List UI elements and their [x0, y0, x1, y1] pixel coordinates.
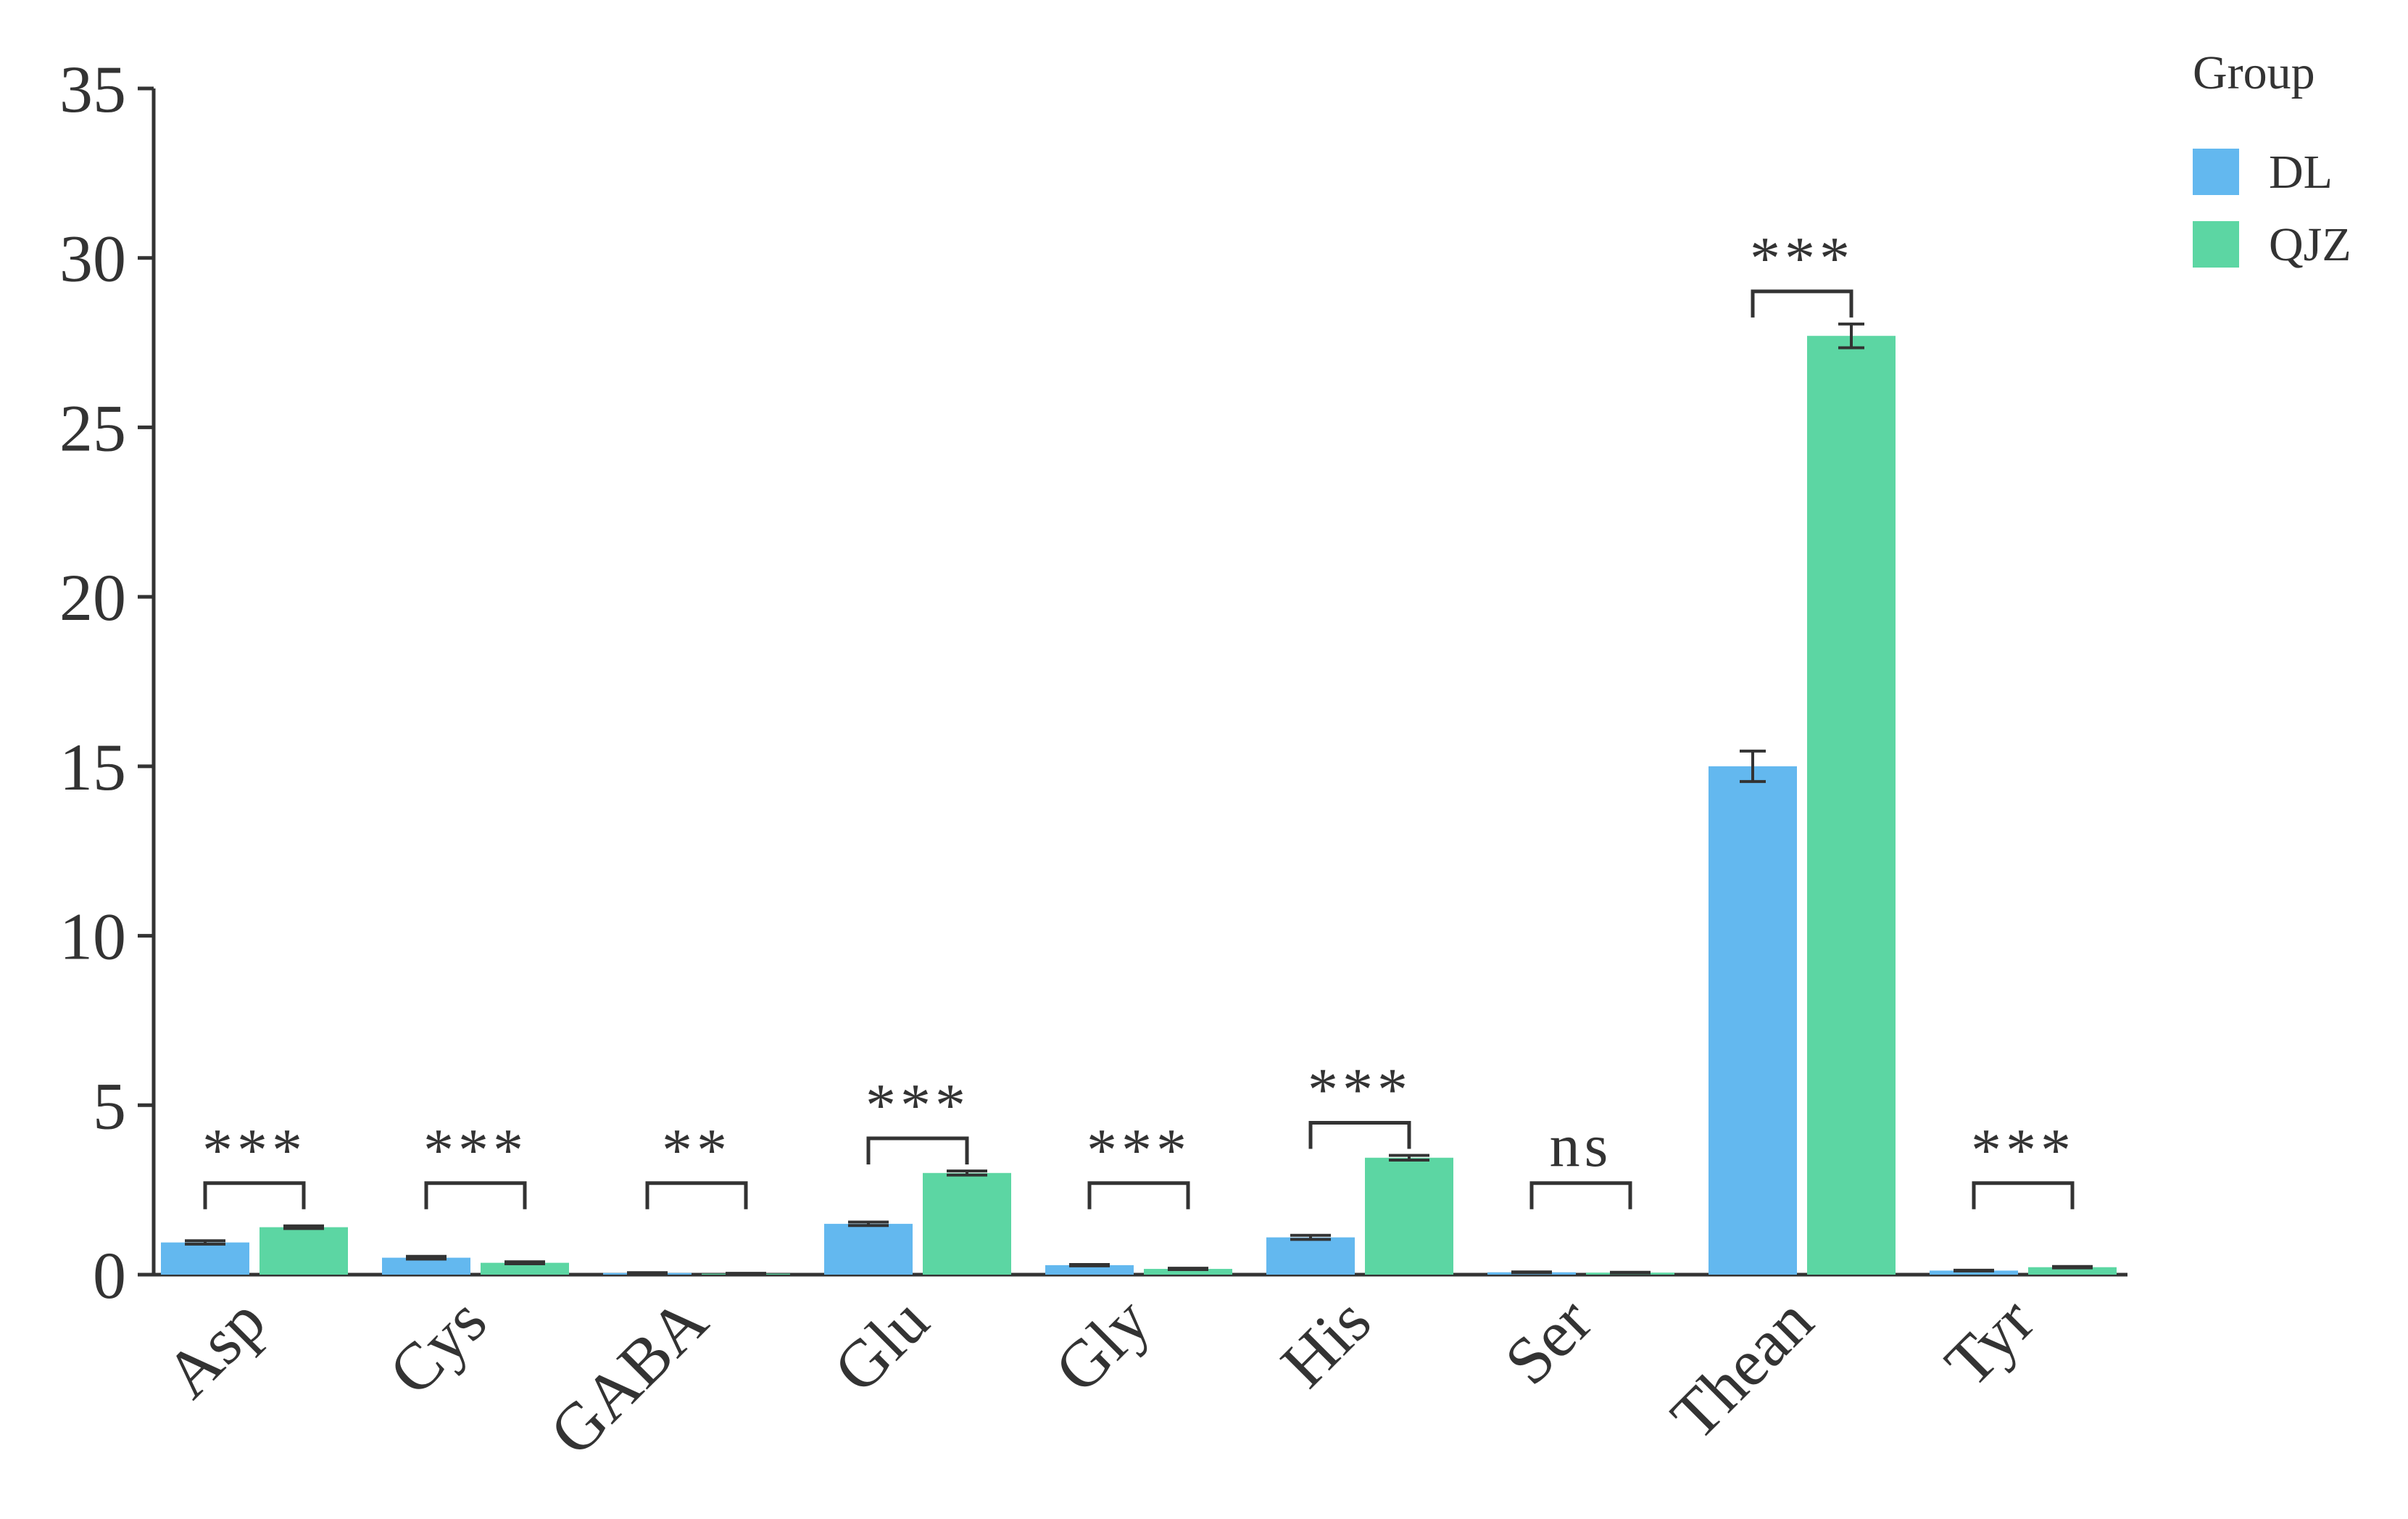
bar-dl-gly	[1045, 1265, 1134, 1275]
x-tick-label-cys: Cys	[375, 1283, 500, 1409]
y-tick-label: 10	[59, 900, 126, 974]
significance-annotations: *** *** ***********ns******	[202, 225, 2075, 1209]
y-tick-label: 15	[59, 730, 126, 804]
bar-qjz-glu	[923, 1172, 1011, 1275]
significance-label: **	[662, 1117, 731, 1184]
y-tick-label: 5	[93, 1069, 126, 1143]
significance-bracket	[424, 1181, 527, 1209]
bar-qjz-cys	[481, 1262, 569, 1275]
x-tick-label-gaba: GABA	[536, 1283, 721, 1469]
x-tick-label-glu: Glu	[819, 1283, 942, 1407]
significance-label: ***	[202, 1117, 307, 1184]
bar-dl-tyr	[1930, 1270, 2018, 1275]
significance-bracket	[645, 1181, 748, 1209]
significance-bracket	[1751, 289, 1853, 318]
x-tick-label-ser: Ser	[1490, 1283, 1606, 1399]
x-tick-label-his: His	[1267, 1283, 1385, 1402]
legend-label-dl: DL	[2269, 146, 2333, 199]
bar-qjz-gly	[1144, 1269, 1232, 1275]
y-tick-label: 25	[59, 391, 126, 465]
x-tick-label-gly: Gly	[1040, 1283, 1163, 1407]
x-tick-label-thean: Thean	[1656, 1283, 1827, 1454]
significance-bracket	[1087, 1181, 1190, 1209]
x-tick-labels: Asp Cys GABA Glu Gly His Ser Thean Tyr	[151, 1283, 2048, 1469]
y-tick-label: 30	[59, 222, 126, 296]
significance-label: ***	[423, 1117, 528, 1184]
significance-bracket	[1308, 1120, 1411, 1149]
x-tick-label-asp: Asp	[151, 1283, 279, 1412]
legend-label-qjz: QJZ	[2269, 218, 2351, 271]
bars	[161, 336, 2117, 1275]
axes: 0 5 10 15 20 25 30 35	[59, 52, 2127, 1312]
significance-label: ns	[1550, 1112, 1613, 1180]
legend-title: Group	[2193, 46, 2315, 99]
legend-swatch-qjz	[2193, 221, 2239, 268]
significance-label: ***	[1750, 225, 1854, 292]
y-tick-label: 35	[59, 52, 126, 126]
legend: Group DL QJZ	[2193, 46, 2351, 271]
bar-dl-glu	[824, 1223, 913, 1275]
bar-dl-asp	[161, 1242, 249, 1275]
significance-label: ***	[1971, 1117, 2075, 1184]
significance-bracket	[1972, 1181, 2075, 1209]
y-tick-label: 0	[93, 1238, 126, 1312]
y-tick-label: 20	[59, 560, 126, 634]
significance-bracket	[866, 1136, 969, 1164]
significance-label: ***	[1308, 1056, 1412, 1123]
significance-bracket	[1529, 1181, 1632, 1209]
bar-dl-his	[1266, 1237, 1355, 1275]
significance-bracket	[203, 1181, 306, 1209]
bar-qjz-thean	[1807, 336, 1896, 1275]
bar-dl-cys	[382, 1257, 470, 1275]
significance-label: ***	[1087, 1117, 1191, 1184]
bar-qjz-his	[1365, 1157, 1453, 1275]
bar-qjz-tyr	[2028, 1267, 2117, 1275]
legend-swatch-dl	[2193, 149, 2239, 195]
significance-label: ***	[865, 1072, 970, 1139]
bar-qjz-asp	[260, 1227, 348, 1275]
bar-dl-thean	[1709, 766, 1797, 1275]
x-tick-label-tyr: Tyr	[1931, 1283, 2048, 1401]
error-bars	[185, 322, 2093, 1276]
